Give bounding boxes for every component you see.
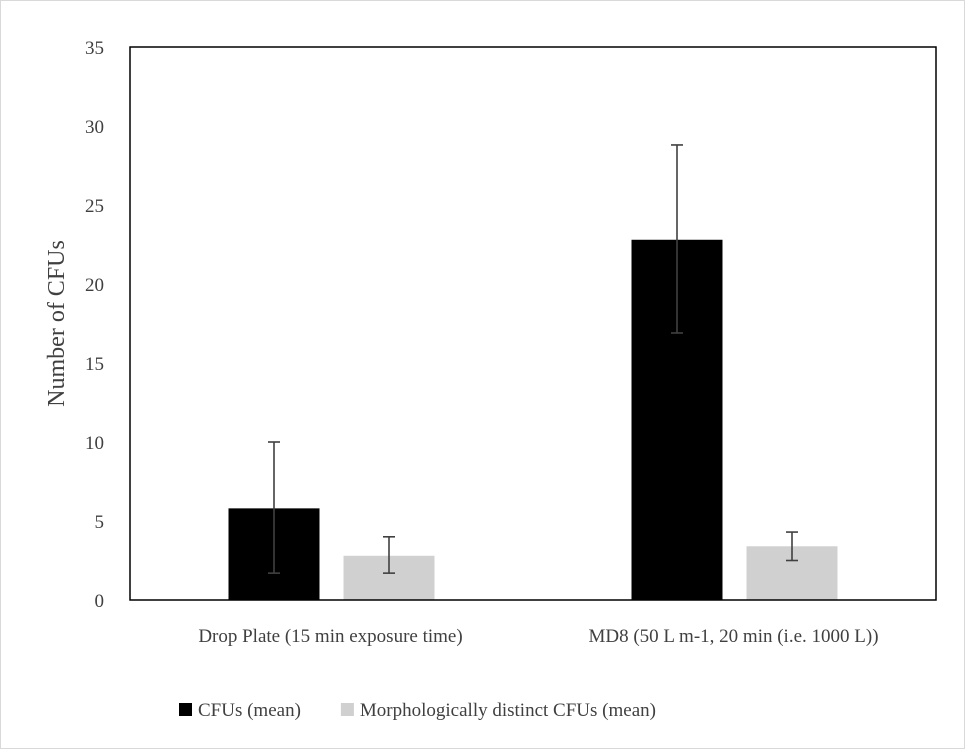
y-tick-label: 30 [85, 117, 104, 138]
legend-swatch [340, 703, 354, 716]
legend-swatch [179, 703, 192, 716]
x-axis-labels: Drop Plate (15 min exposure time) MD8 (50… [198, 626, 878, 647]
y-tick-label: 20 [85, 275, 104, 296]
y-tick-label: 25 [85, 196, 104, 217]
error-bars [268, 144, 798, 574]
legend: CFUs (mean) Morphologically distinct CFUs… [179, 700, 656, 721]
bars [228, 239, 838, 600]
legend-label: CFUs (mean) [198, 700, 301, 721]
y-tick-label: 5 [95, 512, 105, 533]
legend-label: Morphologically distinct CFUs (mean) [360, 700, 656, 721]
y-tick-label: 0 [95, 591, 105, 612]
y-tick-label: 15 [85, 354, 104, 375]
plot-area [129, 46, 937, 601]
y-axis-title: Number of CFUs [44, 240, 70, 407]
y-axis-ticks: 0 5 10 15 20 25 30 35 [85, 38, 104, 612]
x-tick-label: MD8 (50 L m-1, 20 min (i.e. 1000 L)) [588, 626, 878, 647]
x-tick-label: Drop Plate (15 min exposure time) [198, 626, 462, 647]
y-tick-label: 35 [85, 38, 104, 59]
y-tick-label: 10 [85, 433, 104, 454]
